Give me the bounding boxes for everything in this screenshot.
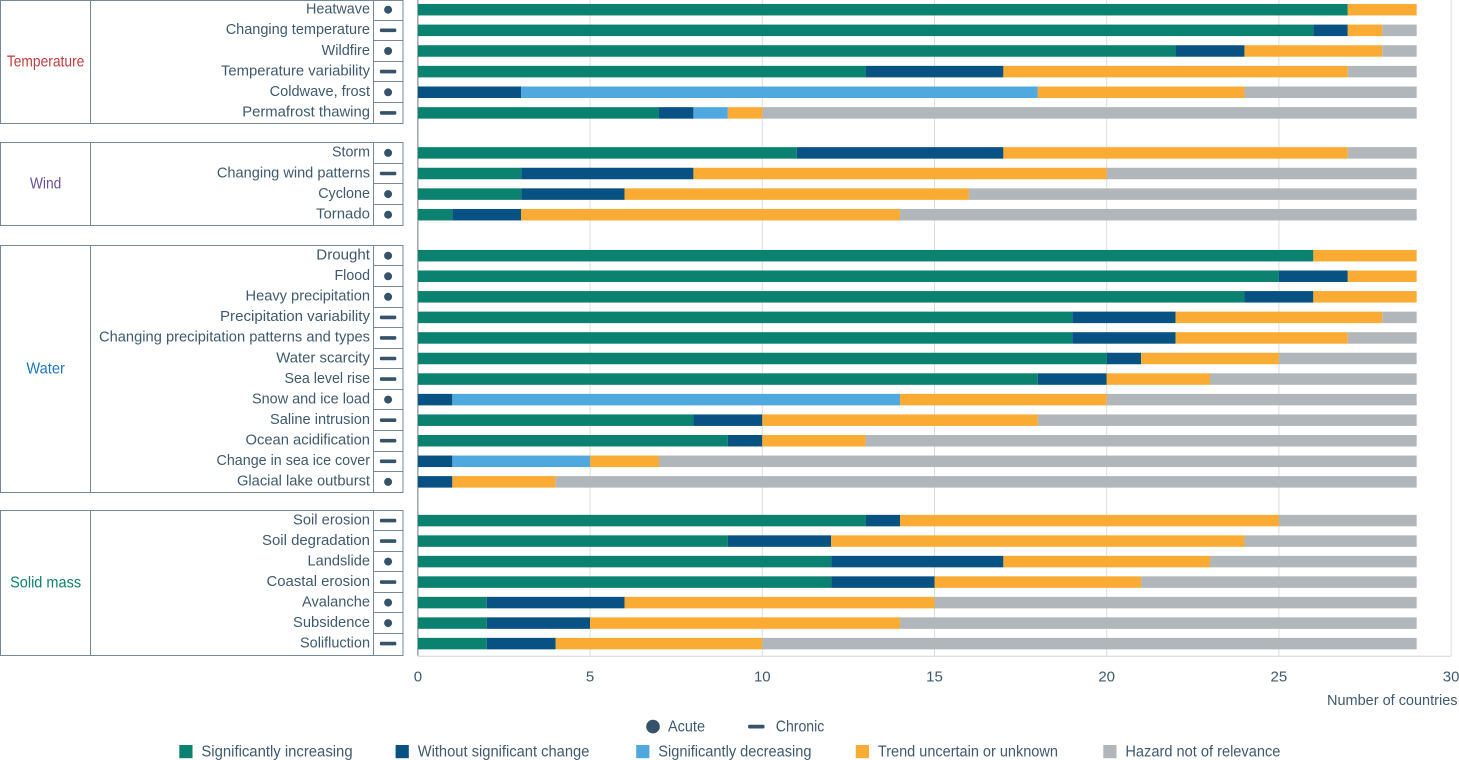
svg-text:Tornado: Tornado xyxy=(316,206,370,223)
svg-text:Precipitation variability: Precipitation variability xyxy=(220,308,370,325)
svg-text:Changing wind patterns: Changing wind patterns xyxy=(217,164,370,181)
svg-text:Chronic: Chronic xyxy=(776,719,825,736)
svg-text:Landslide: Landslide xyxy=(308,552,371,569)
svg-text:20: 20 xyxy=(1098,669,1115,686)
svg-text:Water scarcity: Water scarcity xyxy=(276,349,370,366)
svg-text:Drought: Drought xyxy=(316,247,371,264)
svg-text:Storm: Storm xyxy=(332,144,370,161)
svg-text:Heavy precipitation: Heavy precipitation xyxy=(246,288,371,305)
svg-text:Change in sea ice cover: Change in sea ice cover xyxy=(217,452,371,469)
svg-text:Coastal erosion: Coastal erosion xyxy=(267,573,371,590)
svg-text:Heatwave: Heatwave xyxy=(306,1,370,18)
svg-text:Soil erosion: Soil erosion xyxy=(293,511,370,528)
svg-text:Water: Water xyxy=(26,360,65,377)
svg-text:10: 10 xyxy=(754,669,771,686)
svg-text:5: 5 xyxy=(586,669,594,686)
svg-text:0: 0 xyxy=(414,669,422,686)
svg-text:Temperature: Temperature xyxy=(7,54,85,71)
svg-text:Hazard not of relevance: Hazard not of relevance xyxy=(1125,743,1280,760)
svg-text:30: 30 xyxy=(1443,669,1459,686)
svg-text:Coldwave, frost: Coldwave, frost xyxy=(270,83,371,100)
svg-text:Saline intrusion: Saline intrusion xyxy=(270,411,370,428)
svg-text:Sea level rise: Sea level rise xyxy=(285,370,371,387)
svg-text:Changing temperature: Changing temperature xyxy=(226,21,370,38)
svg-text:Number of countries: Number of countries xyxy=(1327,692,1458,709)
svg-text:Ocean acidification: Ocean acidification xyxy=(246,432,371,449)
svg-text:Temperature variability: Temperature variability xyxy=(221,62,370,79)
svg-text:Changing precipitation pattern: Changing precipitation patterns and type… xyxy=(99,329,370,346)
svg-text:Flood: Flood xyxy=(335,267,371,284)
svg-text:Solifluction: Solifluction xyxy=(300,634,370,651)
svg-text:Avalanche: Avalanche xyxy=(302,593,370,610)
svg-text:Trend uncertain or unknown: Trend uncertain or unknown xyxy=(878,743,1058,760)
svg-text:Cyclone: Cyclone xyxy=(318,185,370,202)
svg-text:Subsidence: Subsidence xyxy=(293,614,370,631)
svg-text:Acute: Acute xyxy=(668,719,705,736)
svg-text:Significantly increasing: Significantly increasing xyxy=(201,743,352,760)
svg-text:Permafrost thawing: Permafrost thawing xyxy=(242,104,370,121)
svg-text:25: 25 xyxy=(1271,669,1288,686)
svg-text:Wildfire: Wildfire xyxy=(322,42,371,59)
svg-text:Without significant change: Without significant change xyxy=(418,743,590,760)
svg-text:15: 15 xyxy=(926,669,943,686)
svg-text:Snow and ice load: Snow and ice load xyxy=(252,390,370,407)
svg-text:Soil degradation: Soil degradation xyxy=(262,532,370,549)
svg-text:Glacial lake outburst: Glacial lake outburst xyxy=(237,473,371,490)
svg-text:Significantly decreasing: Significantly decreasing xyxy=(658,743,811,760)
svg-text:Solid mass: Solid mass xyxy=(10,574,81,591)
svg-text:Wind: Wind xyxy=(30,175,62,192)
